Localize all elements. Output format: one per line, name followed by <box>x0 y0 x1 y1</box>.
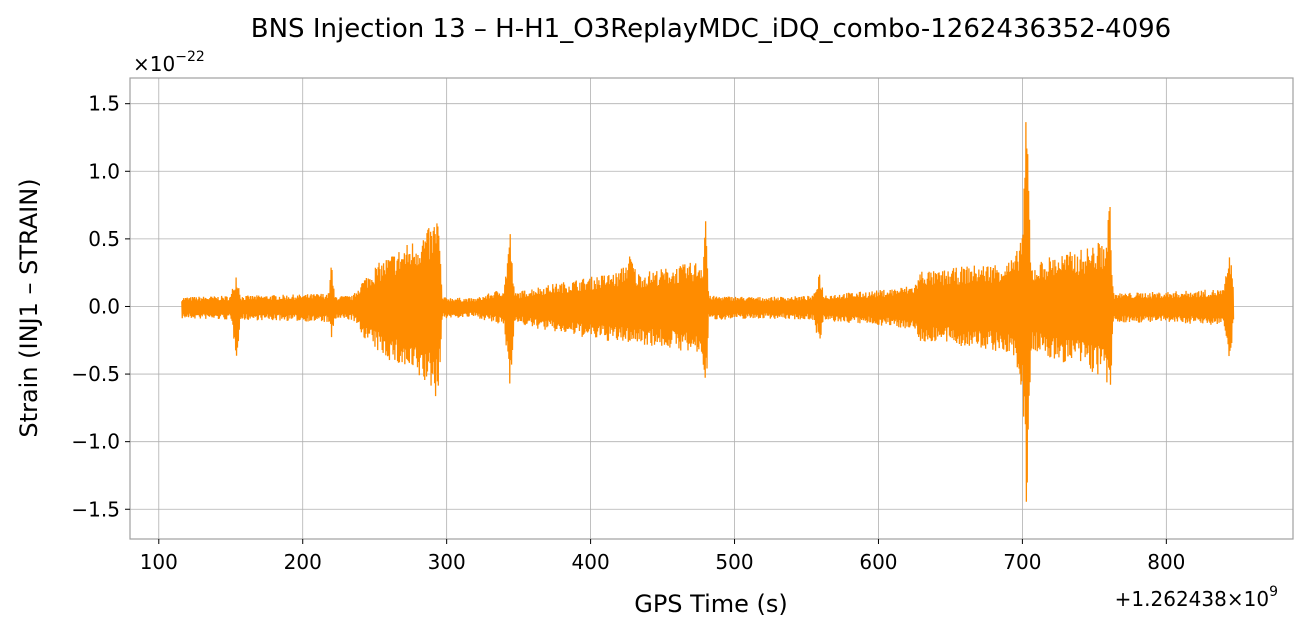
x-tick-label: 300 <box>428 550 466 574</box>
y-axis-label: Strain (INJ1 – STRAIN) <box>15 178 43 437</box>
y-axis-ticks: −1.5 −1.0 −0.5 0.0 0.5 1.0 1.5 <box>71 92 130 521</box>
x-axis-label: GPS Time (s) <box>634 590 788 618</box>
x-tick-label: 200 <box>284 550 322 574</box>
x-tick-label: 700 <box>1003 550 1041 574</box>
x-offset-label: +1.262438×109 <box>1115 584 1278 611</box>
y-tick-label: 1.5 <box>88 92 120 116</box>
strain-trace <box>181 122 1235 502</box>
y-tick-label: −1.5 <box>71 497 120 521</box>
y-tick-label: −1.0 <box>71 430 120 454</box>
x-tick-label: 500 <box>715 550 753 574</box>
x-offset-exponent: 9 <box>1269 584 1278 600</box>
y-scale-label: ×10−22 <box>133 49 205 76</box>
chart-title: BNS Injection 13 – H-H1_O3ReplayMDC_iDQ_… <box>251 14 1171 44</box>
strain-series <box>181 122 1235 502</box>
x-offset-base: +1.262438×10 <box>1115 587 1269 611</box>
y-tick-label: 1.0 <box>88 159 120 183</box>
x-axis-ticks: 100 200 300 400 500 600 700 800 <box>140 539 1185 574</box>
x-tick-label: 800 <box>1147 550 1185 574</box>
y-scale-exponent: −22 <box>175 49 205 65</box>
x-tick-label: 600 <box>859 550 897 574</box>
y-tick-label: 0.5 <box>88 227 120 251</box>
y-tick-label: −0.5 <box>71 362 120 386</box>
plot-frame <box>129 77 1294 540</box>
y-scale-base: ×10 <box>133 52 175 76</box>
x-tick-label: 100 <box>140 550 178 574</box>
y-tick-label: 0.0 <box>88 294 120 318</box>
x-tick-label: 400 <box>572 550 610 574</box>
